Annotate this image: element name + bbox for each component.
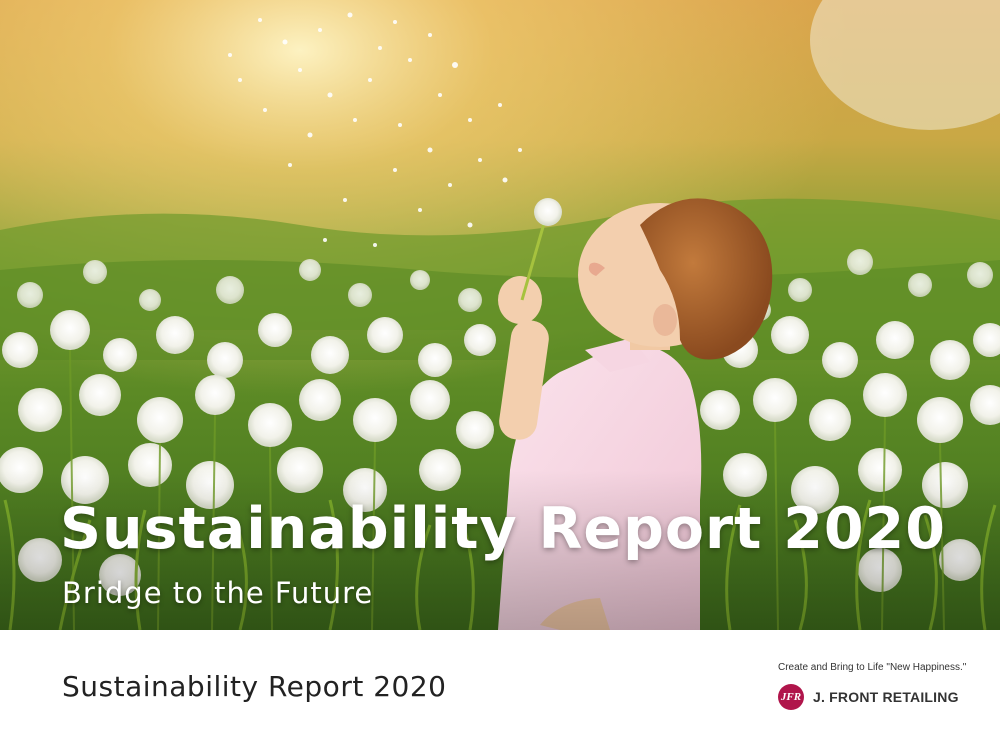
company-tagline: Create and Bring to Life "New Happiness.… [778, 662, 967, 673]
cover-title: Sustainability Report 2020 [60, 496, 946, 562]
company-name: J. FRONT RETAILING [813, 689, 959, 705]
footer-report-title: Sustainability Report 2020 [62, 670, 447, 703]
jfr-logo-icon: JFR [778, 684, 804, 710]
cover-footer: Sustainability Report 2020 Create and Br… [0, 630, 1000, 750]
company-brand: Create and Bring to Life "New Happiness.… [760, 660, 966, 730]
boy-figure [498, 198, 773, 630]
cover-subtitle: Bridge to the Future [62, 576, 374, 610]
cover-photo [0, 0, 1000, 630]
